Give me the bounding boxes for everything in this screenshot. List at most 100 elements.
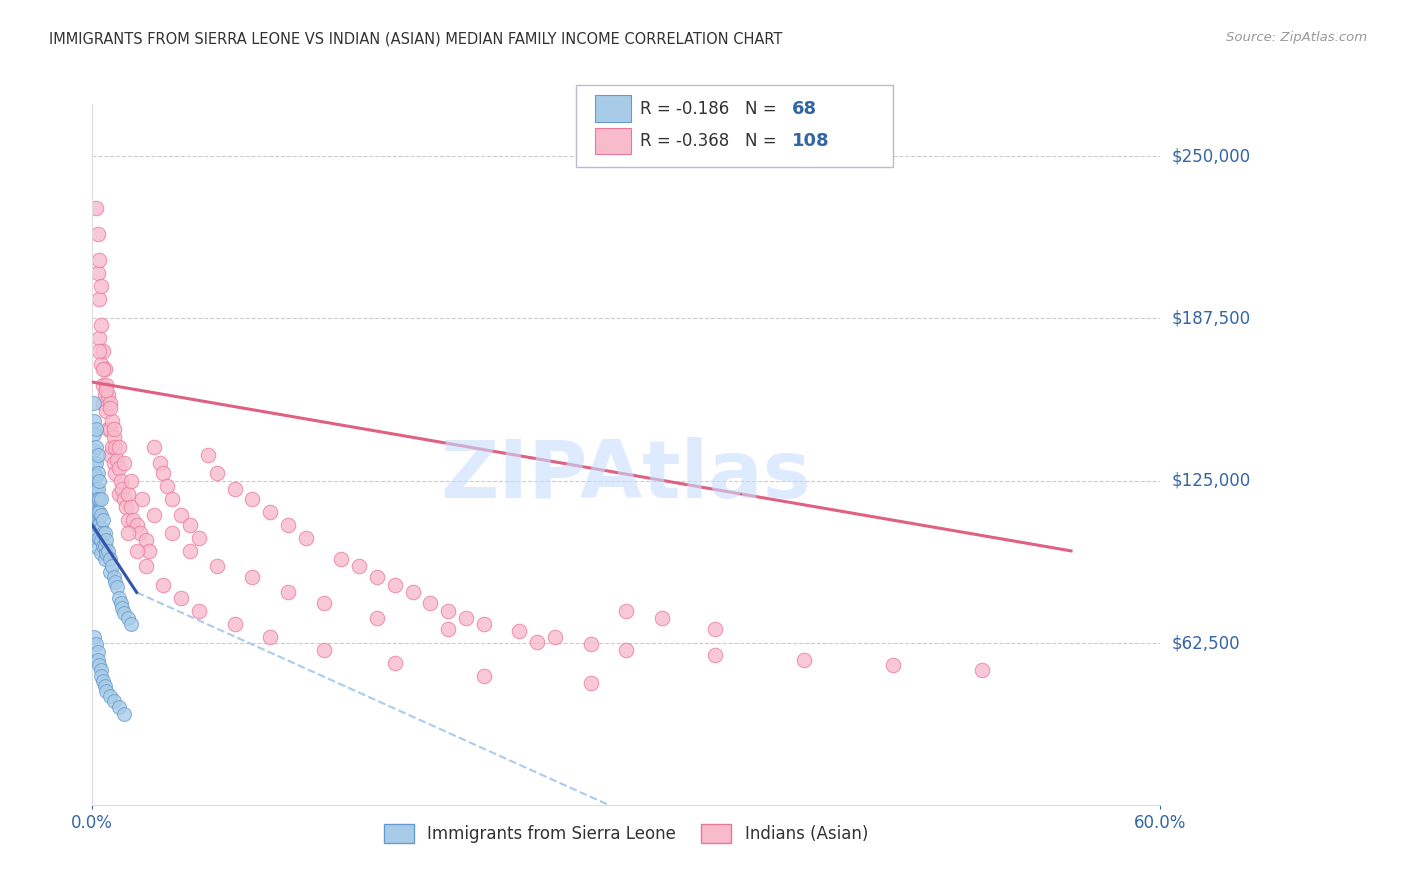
Point (129, 525, 152, 540)
Point (125, 517, 148, 532)
Point (96, 684, 118, 698)
Point (259, 630, 281, 644)
Point (651, 611, 673, 625)
Point (970, 663, 993, 677)
Point (103, 429, 125, 443)
Point (83, 630, 105, 644)
Point (384, 656, 406, 670)
Point (614, 604, 637, 618)
Point (96, 403, 118, 417)
Point (188, 531, 211, 545)
Point (112, 491, 135, 506)
Point (98, 551, 121, 566)
Point (84, 422, 107, 436)
Point (98, 401, 121, 415)
Point (90, 533, 112, 548)
Point (188, 604, 211, 618)
Legend: Immigrants from Sierra Leone, Indians (Asian): Immigrants from Sierra Leone, Indians (A… (377, 817, 875, 849)
Point (117, 611, 139, 625)
Text: $250,000: $250,000 (1171, 147, 1250, 165)
Point (544, 630, 567, 644)
Point (170, 591, 193, 605)
Point (437, 622, 460, 636)
Point (89, 474, 111, 488)
Point (103, 570, 125, 584)
Point (117, 525, 139, 540)
Point (135, 533, 157, 548)
Point (91, 362, 114, 376)
Point (135, 559, 157, 574)
Point (83, 482, 105, 496)
Point (98, 422, 121, 436)
Text: Source: ZipAtlas.com: Source: ZipAtlas.com (1226, 31, 1367, 45)
Point (162, 525, 184, 540)
Point (86, 491, 108, 506)
Point (83, 456, 105, 470)
Point (89, 343, 111, 358)
Point (108, 487, 131, 501)
Point (117, 487, 139, 501)
Point (579, 676, 602, 690)
Point (93, 539, 115, 553)
Point (347, 559, 370, 574)
Point (149, 456, 172, 470)
Point (108, 460, 131, 475)
Point (86, 531, 108, 545)
Point (89, 292, 111, 306)
Point (93, 551, 115, 566)
Point (614, 642, 637, 657)
Point (224, 482, 246, 496)
Point (90, 508, 112, 522)
Point (112, 606, 135, 620)
Point (93, 525, 115, 540)
Point (330, 551, 353, 566)
Point (105, 580, 128, 594)
Point (83, 427, 105, 442)
Point (125, 544, 148, 558)
Point (84, 468, 107, 483)
Point (419, 596, 441, 610)
Point (117, 513, 139, 527)
Point (312, 642, 335, 657)
Point (882, 658, 904, 673)
Point (97, 422, 120, 436)
Point (93, 362, 115, 376)
Point (179, 517, 201, 532)
Point (86, 482, 108, 496)
Point (86, 517, 108, 532)
Point (103, 694, 125, 708)
Point (84, 491, 107, 506)
Point (401, 585, 423, 599)
Point (122, 513, 145, 527)
Point (704, 622, 727, 636)
Point (277, 585, 299, 599)
Point (93, 679, 115, 693)
Point (90, 546, 112, 560)
Point (437, 604, 460, 618)
Point (579, 637, 602, 651)
Point (89, 658, 111, 673)
Point (86, 505, 108, 519)
Point (240, 570, 263, 584)
Point (97, 544, 120, 558)
Point (143, 508, 166, 522)
Point (115, 500, 138, 514)
Point (84, 505, 107, 519)
Point (96, 533, 118, 548)
Text: R = -0.368   N =: R = -0.368 N = (640, 132, 782, 150)
Point (91, 396, 114, 410)
Point (84, 440, 107, 454)
Point (162, 491, 184, 506)
Point (704, 648, 727, 662)
Point (89, 331, 111, 345)
Point (90, 520, 112, 534)
Point (138, 544, 160, 558)
Point (91, 539, 114, 553)
Point (104, 575, 127, 590)
Point (90, 279, 112, 293)
Point (98, 690, 121, 704)
Point (100, 414, 122, 428)
Point (90, 491, 112, 506)
Point (86, 266, 108, 280)
Point (93, 388, 115, 402)
